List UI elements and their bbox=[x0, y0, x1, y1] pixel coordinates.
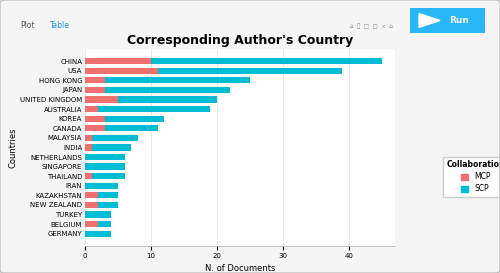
Bar bbox=[92, 173, 124, 179]
Bar bbox=[85, 154, 124, 160]
Bar bbox=[85, 115, 105, 122]
Bar bbox=[85, 173, 91, 179]
Bar bbox=[85, 125, 105, 131]
Text: Run: Run bbox=[449, 16, 468, 25]
Polygon shape bbox=[419, 14, 440, 27]
Bar bbox=[85, 106, 98, 112]
Bar bbox=[85, 221, 98, 227]
Bar bbox=[98, 192, 118, 198]
Bar bbox=[151, 58, 382, 64]
Bar bbox=[85, 230, 112, 237]
Bar bbox=[118, 96, 217, 103]
Bar bbox=[98, 221, 112, 227]
Text: ⌂  🔍  □  □  ×  ⌂: ⌂ 🔍 □ □ × ⌂ bbox=[350, 23, 393, 29]
Bar bbox=[105, 87, 230, 93]
Legend: MCP, SCP: MCP, SCP bbox=[443, 156, 500, 197]
Text: Table: Table bbox=[50, 22, 70, 30]
FancyBboxPatch shape bbox=[406, 7, 489, 34]
Bar bbox=[85, 211, 112, 218]
Bar bbox=[158, 68, 342, 74]
Bar bbox=[105, 125, 158, 131]
Bar bbox=[98, 106, 210, 112]
Bar bbox=[85, 202, 98, 208]
Bar bbox=[85, 77, 105, 84]
Bar bbox=[85, 164, 124, 170]
Bar bbox=[105, 77, 250, 84]
Bar bbox=[85, 135, 91, 141]
Bar bbox=[98, 202, 118, 208]
Title: Corresponding Author's Country: Corresponding Author's Country bbox=[127, 34, 353, 47]
Text: Plot: Plot bbox=[20, 22, 34, 30]
Bar bbox=[92, 135, 138, 141]
Bar bbox=[85, 192, 98, 198]
Bar bbox=[85, 68, 158, 74]
Bar bbox=[92, 144, 131, 150]
Bar bbox=[85, 87, 105, 93]
Bar bbox=[85, 183, 118, 189]
Bar bbox=[85, 144, 91, 150]
Bar bbox=[105, 115, 164, 122]
Bar bbox=[85, 58, 151, 64]
X-axis label: N. of Documents: N. of Documents bbox=[205, 264, 275, 273]
Y-axis label: Countries: Countries bbox=[8, 127, 17, 168]
Bar bbox=[85, 96, 118, 103]
